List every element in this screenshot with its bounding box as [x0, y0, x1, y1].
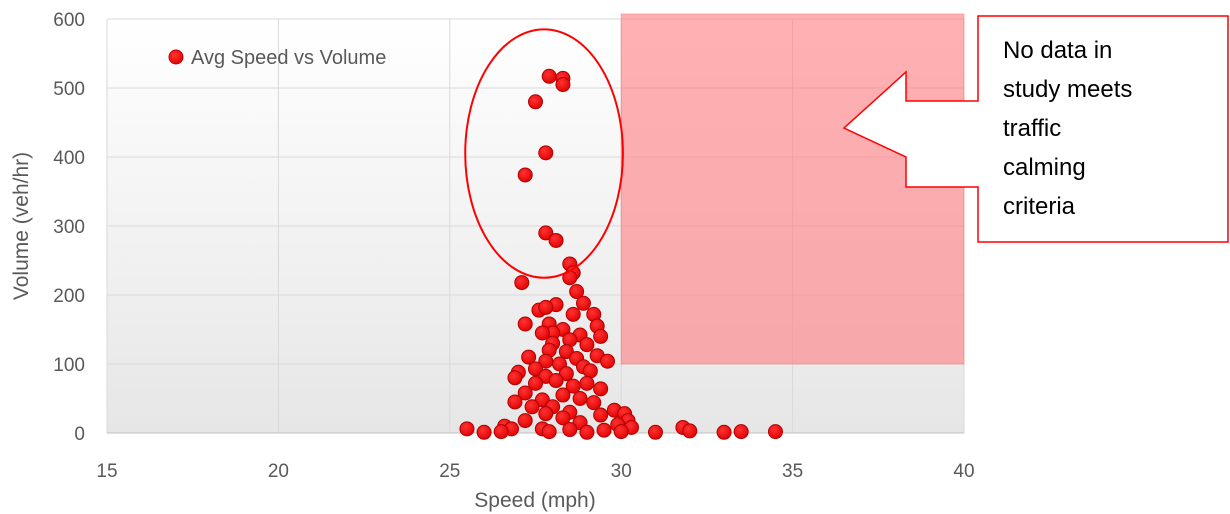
data-point	[579, 424, 595, 440]
data-point	[565, 306, 581, 322]
data-point	[586, 395, 602, 411]
data-point	[548, 232, 564, 248]
data-point	[555, 410, 571, 426]
callout-line: calming	[1003, 154, 1086, 181]
callout-line: traffic	[1003, 115, 1061, 142]
data-point	[476, 424, 492, 440]
data-point	[733, 424, 749, 440]
callout-line: study meets	[1003, 76, 1132, 103]
data-point	[521, 349, 537, 365]
x-tick-label: 35	[782, 461, 803, 482]
callout-arrow-box	[842, 15, 1229, 243]
data-point	[517, 385, 533, 401]
data-point	[716, 424, 732, 440]
data-point	[528, 375, 543, 391]
data-point	[507, 370, 523, 386]
x-tick-label: 30	[611, 461, 632, 482]
y-tick-label: 300	[53, 217, 85, 238]
data-point	[582, 363, 598, 379]
data-point	[517, 167, 533, 183]
data-point	[541, 68, 557, 84]
data-point	[599, 353, 615, 369]
data-point	[459, 421, 475, 437]
x-tick-label: 15	[96, 461, 117, 482]
y-tick-label: 100	[53, 355, 85, 376]
data-point	[555, 387, 571, 403]
data-point	[538, 406, 554, 422]
y-tick-label: 200	[53, 286, 85, 307]
data-point	[558, 344, 574, 360]
data-point	[593, 407, 609, 423]
data-point	[538, 225, 554, 241]
data-point	[613, 424, 629, 440]
shaded-criteria-region	[620, 13, 965, 365]
x-tick-label: 40	[953, 461, 974, 482]
data-point	[507, 394, 523, 410]
data-point	[534, 392, 550, 408]
data-point	[517, 413, 533, 429]
data-point	[767, 424, 783, 440]
x-axis-title: Speed (mph)	[474, 489, 595, 512]
y-tick-label: 400	[53, 148, 85, 169]
y-axis-title: Volume (veh/hr)	[10, 152, 33, 300]
data-point	[575, 295, 591, 311]
annotation-layer	[464, 28, 624, 279]
data-point	[528, 94, 543, 110]
y-tick-label: 0	[74, 424, 85, 445]
data-point	[538, 145, 554, 161]
data-point	[596, 422, 612, 438]
shaded-region-layer	[620, 13, 965, 365]
data-point	[579, 337, 595, 353]
tick-labels: 0 100 200 300 400 500 600 15 20 25 30 35 40	[53, 10, 974, 482]
data-point	[541, 424, 557, 440]
data-point	[579, 375, 595, 391]
data-point	[555, 77, 571, 93]
data-point	[565, 378, 581, 394]
data-point	[593, 328, 609, 344]
legend-label: Avg Speed vs Volume	[191, 47, 386, 69]
legend-marker	[168, 49, 184, 65]
data-point	[647, 424, 663, 440]
legend: Avg Speed vs Volume	[168, 47, 386, 69]
x-tick-label: 20	[268, 461, 289, 482]
data-point	[514, 275, 530, 291]
data-points	[459, 68, 783, 440]
callout: No data in study meets traffic calming crite…	[842, 15, 1229, 243]
callout-line: criteria	[1003, 193, 1076, 220]
data-point	[569, 284, 585, 300]
data-point	[558, 366, 574, 382]
data-point	[572, 391, 588, 406]
data-point	[593, 381, 609, 397]
callout-text: No data in study meets traffic calming crite…	[1003, 37, 1132, 220]
outlier-ellipse	[464, 28, 624, 279]
data-point	[562, 422, 578, 438]
data-point	[548, 373, 564, 389]
callout-line: No data in	[1003, 37, 1112, 64]
data-point	[682, 423, 698, 439]
y-tick-label: 500	[53, 79, 85, 100]
x-tick-label: 25	[439, 461, 460, 482]
data-point	[534, 325, 550, 341]
y-tick-label: 600	[53, 10, 85, 31]
data-point	[524, 399, 540, 415]
data-point	[517, 316, 533, 332]
data-point	[538, 299, 554, 315]
data-point	[493, 424, 509, 440]
